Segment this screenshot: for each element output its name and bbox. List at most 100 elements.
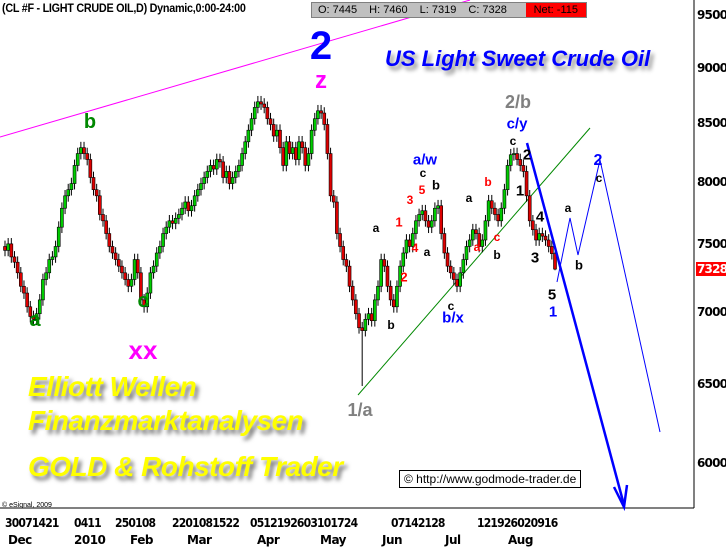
promo-line-2: Finanzmarktanalysen: [28, 405, 304, 436]
candle-body: [104, 220, 108, 234]
candle-body: [464, 246, 469, 260]
open-value: O: 7445: [318, 4, 358, 16]
candle-body: [524, 171, 529, 197]
candle-body: [271, 124, 276, 137]
candle-body: [44, 272, 48, 280]
candle-body: [278, 129, 282, 148]
candle-body: [101, 214, 105, 222]
candle-body: [82, 147, 86, 154]
projection-arrow-line: [525, 142, 626, 506]
candle-body: [344, 259, 349, 267]
low-value: L: 7319: [419, 4, 457, 16]
candle-body: [189, 205, 194, 212]
candle-body: [505, 165, 510, 190]
candle-body: [461, 259, 466, 274]
projected-wave-path: [556, 159, 661, 433]
wave-label: 1: [548, 303, 558, 321]
candle-body: [534, 229, 538, 241]
candle-body: [50, 256, 55, 260]
candle-body: [180, 207, 184, 215]
wave-label: c: [493, 230, 501, 244]
candle-body: [107, 233, 112, 247]
candle-body: [230, 177, 235, 184]
x-month-label: Jul: [445, 533, 461, 547]
arrowhead-icon: [612, 484, 629, 512]
candle-body: [9, 243, 14, 258]
candle-body: [139, 272, 143, 301]
candle-body: [429, 220, 434, 228]
candle-body: [354, 299, 358, 315]
candle-body: [37, 299, 42, 315]
candle-body: [60, 207, 64, 228]
candle-body: [319, 110, 323, 114]
candle-body: [202, 177, 206, 184]
candle-body: [268, 118, 273, 125]
wave-label: 1/a: [347, 400, 373, 420]
candle-body: [442, 233, 447, 254]
candle-body: [480, 239, 485, 247]
candle-body: [483, 220, 488, 241]
candle-body: [543, 235, 548, 241]
candle-body: [22, 285, 26, 294]
candle-body: [243, 141, 248, 154]
candle-body: [88, 159, 93, 178]
net-change-badge: Net: -115: [525, 3, 586, 17]
candle-body: [28, 306, 33, 317]
candle-body: [373, 299, 377, 322]
candle-body: [129, 279, 134, 287]
candle-body: [426, 220, 431, 228]
candle-body: [205, 171, 210, 178]
candle-body: [211, 165, 216, 170]
wave-label: xx: [128, 335, 158, 365]
candle-body: [199, 183, 203, 190]
candle-body: [275, 129, 279, 137]
wave-label: 5: [547, 286, 557, 304]
candle-body: [186, 201, 191, 212]
magenta-trendline: [0, 0, 471, 138]
wave-label: 3: [530, 249, 540, 267]
y-tick-label: 8000: [697, 175, 726, 189]
candle-body: [512, 153, 516, 156]
candle-body: [164, 226, 169, 234]
candle-body: [410, 233, 415, 247]
candle-body: [214, 159, 219, 170]
candle-body: [502, 189, 507, 209]
y-tick-label: 7500: [697, 237, 726, 251]
candle-body: [335, 201, 339, 234]
promo-line-3: GOLD & Rohstoff Trader: [28, 451, 343, 482]
candle-body: [360, 327, 364, 331]
x-month-label: May: [320, 533, 347, 547]
candle-body: [177, 214, 181, 219]
wave-label: 2: [522, 146, 532, 164]
candle-body: [515, 153, 519, 160]
candle-body: [3, 246, 7, 251]
candle-body: [91, 177, 96, 190]
wave-label: b: [484, 175, 492, 189]
x-tick-group: 121926020916: [477, 516, 558, 530]
candle-body: [452, 272, 456, 280]
candle-body: [161, 233, 165, 247]
candle-body: [237, 165, 241, 172]
candle-body: [309, 129, 314, 154]
x-tick-group: 2201081522: [172, 516, 240, 530]
candle-body: [331, 195, 336, 203]
candle-body: [527, 195, 532, 222]
candle-body: [357, 313, 361, 329]
candle-body: [369, 313, 374, 322]
wave-label: c: [137, 290, 149, 312]
wave-label: b: [575, 257, 583, 273]
candle-body: [455, 279, 459, 287]
candle-body: [391, 299, 396, 308]
candle-body: [388, 285, 393, 301]
candle-body: [126, 279, 131, 287]
candle-body: [398, 265, 402, 287]
candle-body: [110, 246, 115, 254]
wave-label: 3: [406, 193, 414, 207]
candle-body: [196, 189, 200, 197]
candle-body: [183, 201, 187, 209]
candle-body: [376, 285, 380, 301]
candle-body: [423, 210, 428, 222]
candle-body: [363, 319, 368, 331]
copyright-link[interactable]: © http://www.godmode-trader.de: [399, 470, 582, 488]
